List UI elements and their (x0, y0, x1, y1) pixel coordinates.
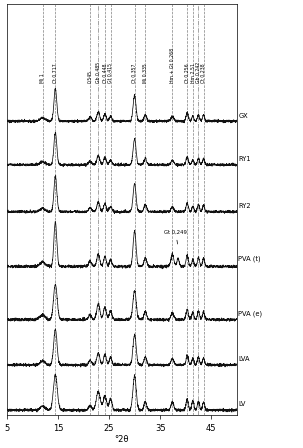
Text: Ct 0,256: Ct 0,256 (185, 63, 190, 82)
Text: Hm + Gt 0,268: Hm + Gt 0,268 (170, 47, 175, 82)
X-axis label: °2θ: °2θ (115, 435, 129, 444)
Text: Mi 0,335: Mi 0,335 (143, 63, 148, 82)
Text: Ct 0,357: Ct 0,357 (132, 63, 137, 82)
Text: Ct 0,448: Ct 0,448 (102, 63, 108, 82)
Text: Gt 0,415: Gt 0,415 (108, 63, 113, 82)
Text: LV: LV (238, 401, 246, 408)
Text: Ct 0,238: Ct 0,238 (201, 63, 206, 82)
Text: Gb 0,485: Gb 0,485 (96, 61, 101, 82)
Text: Hm 2,51: Hm 2,51 (190, 63, 195, 82)
Text: PVA (e): PVA (e) (238, 310, 262, 317)
Text: Ct 0,717: Ct 0,717 (53, 63, 58, 82)
Text: RY1: RY1 (238, 156, 251, 162)
Text: Gb 0,242: Gb 0,242 (196, 61, 201, 82)
Text: 0,545: 0,545 (88, 69, 93, 82)
Text: RY2: RY2 (238, 203, 251, 209)
Text: PVA (t): PVA (t) (238, 256, 261, 263)
Text: GX: GX (238, 113, 248, 119)
Text: LVA: LVA (238, 356, 250, 362)
Text: Gt 0,249: Gt 0,249 (164, 230, 187, 244)
Text: Mi 1: Mi 1 (40, 73, 45, 82)
